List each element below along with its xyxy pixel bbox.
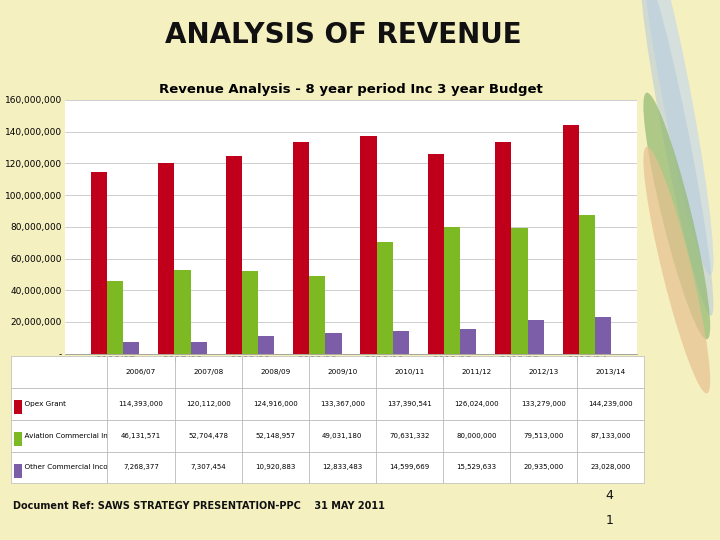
Text: 1: 1 xyxy=(606,515,613,528)
Bar xyxy=(158,163,174,354)
Bar xyxy=(14,432,22,446)
Y-axis label: Axis Title: Axis Title xyxy=(0,205,2,249)
Text: ANALYSIS OF REVENUE: ANALYSIS OF REVENUE xyxy=(165,21,522,49)
Bar xyxy=(174,270,191,354)
Bar xyxy=(225,156,242,354)
Ellipse shape xyxy=(640,0,714,316)
Bar xyxy=(191,342,207,354)
Bar xyxy=(495,142,511,354)
Bar xyxy=(309,276,325,354)
Bar xyxy=(460,329,477,354)
Bar xyxy=(393,330,409,354)
Bar xyxy=(258,336,274,354)
Bar xyxy=(14,400,22,414)
Bar xyxy=(91,172,107,354)
Bar xyxy=(528,321,544,354)
Bar xyxy=(562,125,579,354)
Bar xyxy=(107,280,123,354)
Bar xyxy=(293,142,309,354)
Bar xyxy=(428,154,444,354)
Bar xyxy=(444,227,460,354)
Bar xyxy=(123,342,140,354)
Ellipse shape xyxy=(644,93,710,339)
Bar xyxy=(511,227,528,354)
Bar xyxy=(361,136,377,354)
Ellipse shape xyxy=(644,147,710,393)
Bar xyxy=(579,215,595,354)
Bar xyxy=(595,317,611,354)
Bar xyxy=(325,333,341,354)
Title: Revenue Analysis - 8 year period Inc 3 year Budget: Revenue Analysis - 8 year period Inc 3 y… xyxy=(159,83,543,96)
Bar xyxy=(377,242,393,354)
Bar xyxy=(242,271,258,354)
Text: 4: 4 xyxy=(606,489,613,502)
Text: Document Ref: SAWS STRATEGY PRESENTATION-PPC    31 MAY 2011: Document Ref: SAWS STRATEGY PRESENTATION… xyxy=(13,501,384,511)
Bar xyxy=(14,464,22,477)
Ellipse shape xyxy=(640,0,714,275)
